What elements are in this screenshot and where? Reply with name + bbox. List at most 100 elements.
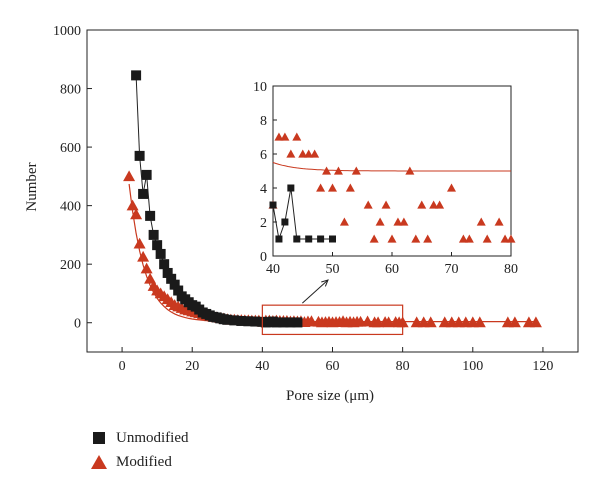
- inset-modified-point: [387, 234, 397, 243]
- x-axis-label: Pore size (μm): [286, 388, 374, 404]
- y-tick-label: 600: [60, 141, 81, 156]
- unmodified-point: [285, 317, 296, 328]
- inset-modified-point: [298, 149, 308, 158]
- unmodified-point: [169, 279, 180, 290]
- unmodified-point: [292, 317, 303, 328]
- inset-modified-point: [476, 217, 486, 226]
- modified-point: [133, 237, 146, 249]
- inset-modified-point: [458, 234, 468, 243]
- inset-modified-point: [423, 234, 433, 243]
- inset-modified-point: [304, 149, 314, 158]
- inset-modified-point: [464, 234, 474, 243]
- modified-point: [137, 250, 150, 262]
- inset-modified-point: [351, 166, 361, 175]
- unmodified-point: [222, 314, 233, 325]
- inset-fit-curve: [272, 162, 511, 172]
- inset-modified-point: [500, 234, 510, 243]
- unmodified-point: [145, 210, 156, 221]
- x-tick-label: 80: [396, 359, 410, 374]
- x-tick-label: 20: [185, 359, 199, 374]
- unmodified-point: [159, 259, 170, 270]
- y-tick-label: 0: [74, 317, 81, 332]
- inset-modified-point: [274, 132, 284, 141]
- modified-point: [126, 199, 139, 211]
- inset-modified-point: [399, 217, 409, 226]
- inset-modified-point: [322, 166, 332, 175]
- inset-modified-point: [333, 166, 343, 175]
- unmodified-point: [229, 315, 240, 326]
- legend-item-modified: Modified: [90, 450, 189, 474]
- x-tick-label: 100: [462, 359, 483, 374]
- y-tick-label: 1000: [53, 24, 81, 39]
- y-tick-label: 200: [60, 258, 81, 273]
- inset-modified-point: [280, 132, 290, 141]
- y-tick-label: 800: [60, 83, 81, 98]
- legend-item-unmodified: Unmodified: [90, 426, 189, 450]
- unmodified-point: [250, 316, 261, 327]
- inset-unmodified-point: [269, 201, 277, 209]
- unmodified-point: [141, 169, 152, 180]
- inset-x-tick-label: 80: [504, 262, 518, 277]
- unmodified-point: [155, 248, 166, 259]
- inset-y-tick-label: 4: [260, 182, 267, 197]
- modified-point: [473, 316, 486, 328]
- unmodified-point: [134, 150, 145, 161]
- inset-modified-point: [435, 200, 445, 209]
- inset-x-tick-label: 40: [266, 262, 280, 277]
- unmodified-point: [131, 70, 142, 81]
- unmodified-point: [138, 188, 149, 199]
- unmodified-point: [148, 229, 159, 240]
- inset-unmodified-point: [305, 235, 313, 243]
- legend-label-unmodified: Unmodified: [116, 429, 189, 446]
- inset-modified-point: [363, 200, 373, 209]
- unmodified-point: [236, 315, 247, 326]
- inset-modified-point: [286, 149, 296, 158]
- inset-modified-point: [369, 234, 379, 243]
- inset-y-tick-label: 0: [260, 250, 267, 265]
- inset-unmodified-point: [293, 235, 301, 243]
- modified-point: [140, 262, 153, 274]
- unmodified-point: [243, 316, 254, 327]
- y-axis-label: Number: [24, 162, 40, 211]
- zoom-arrow-head: [321, 279, 329, 287]
- unmodified-point: [173, 285, 184, 296]
- inset-x-tick-label: 70: [445, 262, 459, 277]
- inset-plot: 40 50 60 70 80 0 2 4 6 8 10: [253, 80, 518, 277]
- modified-point: [361, 315, 374, 327]
- inset-modified-point: [429, 200, 439, 209]
- x-tick-label: 40: [255, 359, 269, 374]
- inset-x-tick-label: 50: [326, 262, 340, 277]
- inset-modified-point: [482, 234, 492, 243]
- inset-y-tick-label: 10: [253, 80, 267, 95]
- inset-unmodified-point: [281, 218, 289, 226]
- modified-point: [424, 316, 437, 328]
- zoom-box: [261, 304, 404, 336]
- legend: Unmodified Modified: [90, 426, 189, 474]
- inset-modified-point: [494, 217, 504, 226]
- inset-x-tick-label: 60: [385, 262, 399, 277]
- modified-point: [130, 208, 143, 220]
- inset-unmodified-point: [329, 235, 336, 243]
- modified-point: [508, 316, 521, 328]
- unmodified-point: [166, 273, 177, 284]
- unmodified-point: [278, 317, 289, 328]
- y-tick-label: 400: [60, 200, 81, 215]
- inset-unmodified-point: [317, 235, 325, 243]
- inset-modified-point: [339, 217, 349, 226]
- inset-y-tick-label: 6: [260, 148, 267, 163]
- inset-modified-point: [393, 217, 403, 226]
- inset-modified-point: [316, 183, 326, 192]
- zoom-arrow: [302, 279, 329, 304]
- x-tick-label: 120: [532, 359, 553, 374]
- modified-point: [144, 272, 157, 284]
- inset-modified-point: [310, 149, 320, 158]
- unmodified-point: [152, 240, 163, 251]
- inset-modified-point: [447, 183, 456, 192]
- triangle-marker-icon: [90, 453, 108, 471]
- inset-modified-point: [328, 183, 337, 192]
- inset-y-tick-label: 2: [260, 216, 267, 231]
- x-tick-label: 0: [119, 359, 126, 374]
- inset-modified-point: [411, 234, 421, 243]
